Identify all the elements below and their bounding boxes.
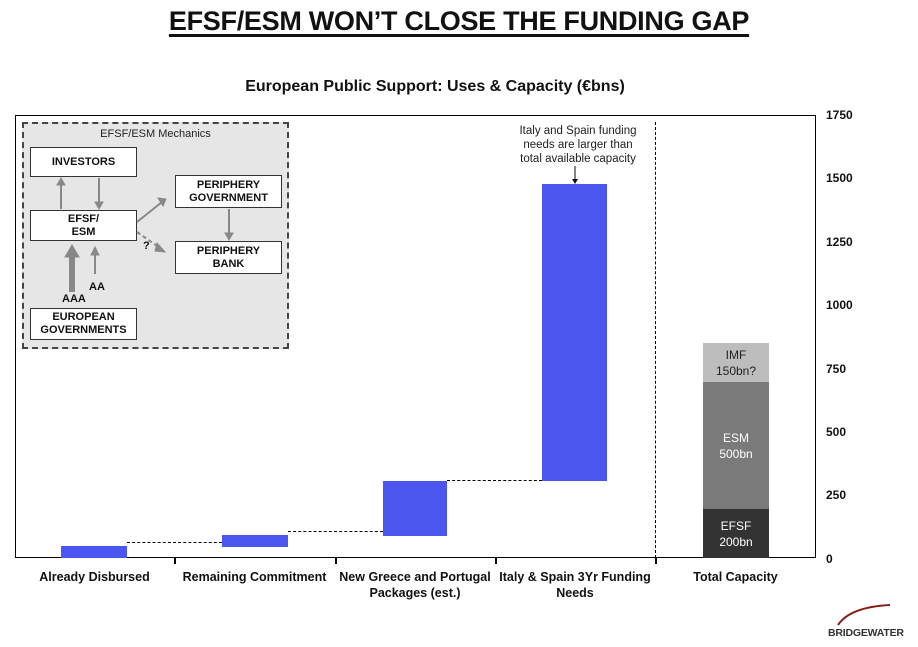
x-tick-mark [495,558,497,564]
x-label-line: Needs [556,586,594,600]
y-tick-250: 250 [826,488,847,502]
diagram-arrows-icon [56,176,234,292]
annotation-arrow-icon [572,166,578,184]
chart-title: European Public Support: Uses & Capacity… [245,78,625,95]
box-label: PERIPHERY [196,244,261,257]
annotation-text: Italy and Spain funding needs are larger… [508,124,648,166]
y-tick-1000: 1000 [826,298,853,312]
separator-line [655,122,656,558]
box-european-governments: EUROPEAN GOVERNMENTS [30,308,137,340]
logo-text: BRIDGEWATER [828,627,904,639]
aaa-label: AAA [62,293,86,305]
connector-line [447,480,542,481]
x-label-line: Italy & Spain 3Yr Funding [499,570,651,584]
bar-italy-spain [542,184,607,481]
annotation-line: needs are larger than [523,139,633,151]
stack-imf: IMF 150bn? [703,343,769,382]
y-tick-500: 500 [826,425,847,439]
imf-value: 150bn? [715,363,757,378]
bar-already-disbursed [61,546,127,558]
box-label: GOVERNMENTS [40,324,127,336]
x-label-already-disbursed: Already Disbursed [39,570,150,584]
x-label-italy-spain: Italy & Spain 3Yr Funding Needs [495,569,655,601]
esm-label: ESM [722,430,749,445]
y-tick-750: 750 [826,362,847,376]
efsf-value: 200bn [719,534,753,549]
box-label: INVESTORS [51,155,116,168]
annotation-line: Italy and Spain funding [519,125,637,137]
aa-label: AA [89,281,105,293]
page-title-text: EFSF/ESM WON’T CLOSE THE FUNDING GAP [168,6,750,36]
esm-value: 500bn [719,446,753,461]
y-tick-1750: 1750 [826,108,853,122]
annotation-line: total available capacity [520,153,636,165]
box-label: EUROPEAN [52,311,115,323]
box-label: PERIPHERY [196,178,261,191]
stack-efsf: EFSF 200bn [703,509,769,558]
x-tick-mark [655,558,657,564]
box-label: BANK [212,257,245,270]
y-tick-1500: 1500 [826,171,853,185]
box-periphery-bank: PERIPHERY BANK [175,241,282,274]
diagram-title: EFSF/ESM Mechanics [100,128,211,140]
connector-line [127,542,222,543]
bar-remaining-commitment [222,535,288,547]
x-label-greece-portugal: New Greece and Portugal Packages (est.) [335,569,495,601]
stack-esm: ESM 500bn [703,382,769,509]
box-label: EFSF/ [67,212,100,225]
x-tick-mark [174,558,176,564]
bridgewater-logo: BRIDGEWATER [826,603,912,643]
y-tick-0: 0 [826,552,833,566]
bar-greece-portugal [383,481,447,536]
connector-line [288,531,383,532]
x-label-line: Packages (est.) [369,586,461,600]
x-label-remaining-commitment: Remaining Commitment [182,570,327,584]
plot-area [15,115,816,558]
box-efsf-esm: EFSF/ESM [30,210,137,241]
page-title: EFSF/ESM WON’T CLOSE THE FUNDING GAP [0,6,918,37]
logo-arc-icon [837,604,891,626]
x-tick-mark [335,558,337,564]
x-label-total-capacity: Total Capacity [693,570,778,584]
box-periphery-government: PERIPHERY GOVERNMENT [175,175,282,208]
y-tick-1250: 1250 [826,235,853,249]
box-label: ESM [71,225,96,238]
efsf-label: EFSF [720,518,752,533]
box-label: GOVERNMENT [189,191,268,204]
box-investors: INVESTORS [30,147,137,177]
x-label-line: New Greece and Portugal [339,570,491,584]
imf-label: IMF [725,347,747,362]
question-label: ? [143,240,150,252]
